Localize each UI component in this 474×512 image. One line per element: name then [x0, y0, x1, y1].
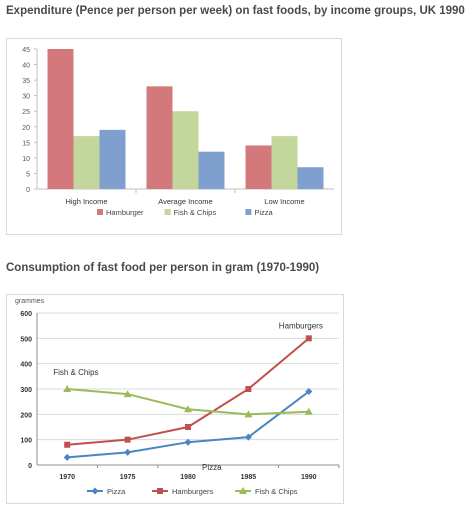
x-tick-label: 1980 — [180, 474, 196, 481]
y-tick-label: 35 — [22, 78, 30, 85]
x-tick-label: 1990 — [301, 474, 317, 481]
series-annotation: Pizza — [202, 463, 222, 472]
data-point — [244, 433, 252, 441]
bar-chart-panel: 0 5 10 15 20 25 30 35 40 45 High Income Average Inc… — [6, 38, 342, 235]
y-tick-label: 45 — [22, 47, 30, 54]
data-point — [91, 487, 99, 495]
y-tick-label: 500 — [20, 336, 32, 343]
y-tick-label: 15 — [22, 140, 30, 147]
bar — [146, 86, 173, 189]
data-point — [184, 405, 192, 413]
y-tick-label: 5 — [26, 171, 30, 178]
legend-label: Fish & Chips — [255, 487, 298, 496]
legend-label: Hamburger — [106, 208, 144, 217]
y-tick-label: 40 — [22, 63, 30, 70]
series-annotation: Hamburgers — [279, 321, 323, 330]
bar — [172, 111, 199, 189]
bar-chart-title: Expenditure (Pence per person per week) … — [6, 5, 465, 17]
legend-swatch — [97, 209, 103, 215]
x-tick-label: High Income — [65, 197, 107, 206]
x-tick-label: 1970 — [59, 474, 75, 481]
y-tick-label: 10 — [22, 156, 30, 163]
series-annotation: Fish & Chips — [53, 368, 98, 377]
data-point — [124, 436, 131, 443]
data-point — [304, 407, 313, 415]
bar — [99, 129, 126, 189]
line-chart: grammes 0 100 200 300 400 500 600 1970 1975 1980 19… — [15, 298, 340, 496]
data-point — [184, 438, 192, 446]
bar — [47, 49, 74, 189]
y-tick-label: 100 — [20, 438, 32, 445]
data-point — [185, 424, 191, 430]
bar — [297, 167, 324, 189]
line-chart-panel: grammes 0 100 200 300 400 500 600 1970 1975 1980 19… — [6, 294, 344, 504]
data-point — [245, 386, 252, 392]
legend-label: Hamburgers — [172, 487, 214, 496]
data-point — [63, 453, 71, 461]
y-tick-label: 0 — [26, 187, 30, 194]
data-point — [305, 388, 313, 396]
legend-swatch — [164, 209, 171, 215]
bar — [271, 136, 298, 189]
legend-label: Pizza — [107, 487, 126, 496]
data-point — [239, 487, 247, 494]
x-tick-label: 1985 — [241, 474, 257, 481]
x-tick-label: Average Income — [158, 197, 212, 206]
bar — [73, 136, 100, 189]
legend-label: Fish & Chips — [174, 208, 217, 217]
data-point — [157, 488, 163, 494]
y-tick-label: 600 — [20, 311, 32, 318]
line-chart-title: Consumption of fast food per person in g… — [6, 262, 320, 274]
y-tick-label: 300 — [20, 387, 32, 394]
data-point — [305, 335, 312, 342]
data-point — [64, 441, 71, 448]
legend-swatch — [245, 209, 252, 215]
y-tick-label: 0 — [28, 463, 32, 470]
x-tick-label: Low Income — [264, 197, 304, 206]
y-axis-title: grammes — [15, 298, 45, 305]
data-point — [124, 448, 132, 456]
y-tick-label: 20 — [22, 125, 30, 132]
x-tick-label: 1975 — [120, 474, 136, 481]
y-tick-label: 400 — [20, 362, 32, 369]
bar-chart: 0 5 10 15 20 25 30 35 40 45 High Income Average Inc… — [22, 47, 334, 217]
bar — [245, 145, 272, 189]
data-point — [123, 390, 132, 398]
y-tick-label: 30 — [22, 94, 30, 101]
data-point — [63, 385, 72, 392]
data-point — [244, 410, 253, 418]
y-tick-label: 200 — [20, 412, 32, 419]
bar — [198, 151, 225, 189]
legend-label: Pizza — [254, 208, 273, 217]
y-tick-label: 25 — [22, 109, 30, 116]
